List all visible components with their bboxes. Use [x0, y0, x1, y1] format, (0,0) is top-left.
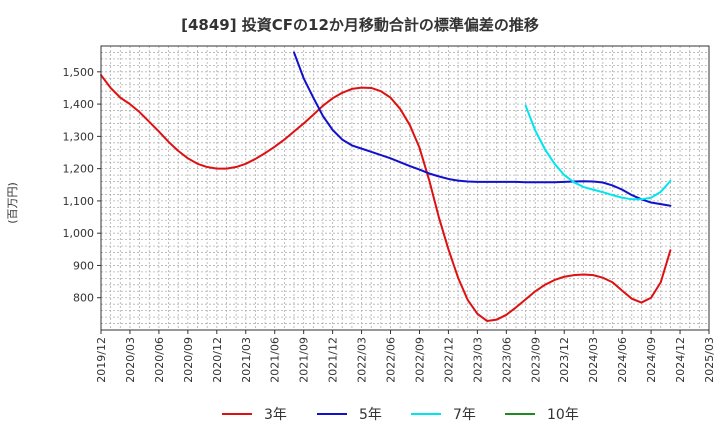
series-line-5年	[293, 51, 672, 207]
x-tick-label: 2020/12	[211, 337, 224, 383]
x-tick-label: 2022/06	[385, 337, 398, 383]
legend-label: 10年	[547, 407, 579, 423]
chart-title: [4849] 投資CFの12か月移動合計の標準偏差の推移	[181, 16, 539, 34]
x-tick-label: 2019/12	[95, 337, 108, 383]
series-line-7年	[524, 104, 672, 201]
y-tick-label: 1,100	[63, 195, 95, 208]
series-layer	[100, 51, 672, 322]
y-tick-label: 1,500	[63, 66, 95, 79]
series-line-3年	[100, 74, 672, 322]
x-tick-label: 2020/09	[182, 337, 195, 383]
x-tick-label: 2025/03	[703, 337, 716, 383]
x-tick-label: 2022/09	[413, 337, 426, 383]
x-tick-label: 2020/06	[153, 337, 166, 383]
x-tick-label: 2021/09	[298, 337, 311, 383]
legend-label: 3年	[264, 407, 287, 423]
x-tick-label: 2022/03	[356, 337, 369, 383]
y-tick-label: 1,300	[63, 130, 95, 143]
y-tick-label: 900	[73, 259, 94, 272]
plot-frame	[100, 45, 710, 331]
x-tick-label: 2021/03	[240, 337, 253, 383]
y-tick-label: 800	[73, 292, 94, 305]
x-tick-label: 2020/03	[124, 337, 137, 383]
x-tick-label: 2023/06	[500, 337, 513, 383]
legend-label: 7年	[453, 407, 476, 423]
x-tick-label: 2024/12	[674, 337, 687, 383]
x-tick-label: 2023/09	[529, 337, 542, 383]
x-tick-label: 2024/06	[616, 337, 629, 383]
x-tick-label: 2023/12	[558, 337, 571, 383]
axes: 800 900 1,000 1,100 1,200 1,300 1,400 1,500 2019…	[63, 45, 716, 383]
x-tick-label: 2023/03	[471, 337, 484, 383]
legend: 3年 5年 7年 10年	[222, 407, 579, 423]
x-tick-label: 2024/03	[587, 337, 600, 383]
legend-label: 5年	[359, 407, 382, 423]
y-tick-label: 1,200	[63, 163, 95, 176]
grid	[101, 46, 709, 330]
y-tick-label: 1,400	[63, 98, 95, 111]
y-axis-label: (百万円)	[6, 182, 19, 224]
x-tick-label: 2022/12	[442, 337, 455, 383]
y-tick-label: 1,000	[63, 227, 95, 240]
x-tick-label: 2021/06	[269, 337, 282, 383]
x-tick-label: 2021/12	[327, 337, 340, 383]
x-tick-label: 2024/09	[645, 337, 658, 383]
